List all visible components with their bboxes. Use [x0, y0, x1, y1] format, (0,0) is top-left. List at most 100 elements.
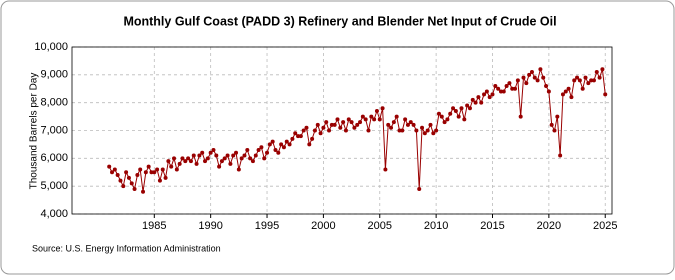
- y-axis-label: Thousand Barrels per Day: [29, 73, 40, 190]
- data-point: [524, 81, 529, 86]
- data-point: [476, 95, 481, 100]
- data-point: [301, 128, 306, 133]
- data-point: [532, 75, 537, 80]
- y-tick-label: 7,000: [40, 124, 68, 136]
- y-tick-label: 10,000: [34, 41, 68, 53]
- data-point: [504, 83, 509, 88]
- data-point: [434, 128, 439, 133]
- data-point: [327, 128, 332, 133]
- data-point: [374, 109, 379, 114]
- data-point: [343, 128, 348, 133]
- data-point: [414, 128, 419, 133]
- data-point: [205, 156, 210, 161]
- data-point: [538, 67, 543, 72]
- data-point: [315, 122, 320, 127]
- data-point: [408, 120, 413, 125]
- data-point: [253, 153, 258, 158]
- x-tick-label: 2025: [593, 220, 617, 232]
- data-point: [462, 117, 467, 122]
- data-point: [358, 120, 363, 125]
- data-point: [115, 173, 120, 178]
- data-point: [360, 114, 365, 119]
- data-point: [239, 156, 244, 161]
- data-point: [569, 95, 574, 100]
- data-point: [304, 125, 309, 130]
- data-point: [338, 125, 343, 130]
- data-point: [431, 131, 436, 136]
- data-point: [149, 170, 154, 175]
- data-point: [242, 153, 247, 158]
- data-point: [405, 122, 410, 127]
- data-point: [270, 139, 275, 144]
- data-point: [417, 186, 422, 191]
- data-point: [146, 164, 151, 169]
- data-point: [180, 156, 185, 161]
- data-point: [248, 156, 253, 161]
- data-point: [529, 70, 534, 75]
- data-point: [112, 167, 117, 172]
- x-tick-label: 1990: [198, 220, 222, 232]
- data-point: [501, 89, 506, 94]
- x-tick-label: 1985: [142, 220, 166, 232]
- data-point: [603, 92, 608, 97]
- x-tick-label: 2015: [480, 220, 504, 232]
- data-point: [110, 170, 115, 175]
- data-point: [560, 92, 565, 97]
- data-point: [312, 128, 317, 133]
- y-tick-label: 6,000: [40, 152, 68, 164]
- data-point: [118, 178, 123, 183]
- data-point: [208, 150, 213, 155]
- data-point: [214, 153, 219, 158]
- data-point: [284, 139, 289, 144]
- data-point: [439, 114, 444, 119]
- data-point: [515, 78, 520, 83]
- y-tick-label: 8,000: [40, 97, 68, 109]
- data-point: [211, 147, 216, 152]
- data-point: [219, 159, 224, 164]
- data-point: [135, 173, 140, 178]
- data-point: [290, 136, 295, 141]
- data-point: [425, 128, 430, 133]
- data-point: [572, 78, 577, 83]
- data-point: [510, 86, 515, 91]
- data-point: [459, 106, 464, 111]
- data-point: [183, 159, 188, 164]
- data-point: [124, 170, 129, 175]
- data-point: [310, 136, 315, 141]
- data-point: [465, 103, 470, 108]
- data-point: [479, 100, 484, 105]
- data-point: [403, 117, 408, 122]
- plot-border: [71, 46, 613, 215]
- data-point: [217, 164, 222, 169]
- data-point: [372, 117, 377, 122]
- data-point: [445, 117, 450, 122]
- data-point: [245, 147, 250, 152]
- data-point: [346, 117, 351, 122]
- data-point: [496, 86, 501, 91]
- data-point: [126, 175, 131, 180]
- data-point: [594, 70, 599, 75]
- data-point: [293, 131, 298, 136]
- data-point: [535, 78, 540, 83]
- data-point: [513, 86, 518, 91]
- data-point: [442, 120, 447, 125]
- data-point: [366, 128, 371, 133]
- x-tick-label: 2000: [311, 220, 335, 232]
- data-point: [575, 75, 580, 80]
- data-point: [518, 114, 523, 119]
- data-point: [411, 122, 416, 127]
- data-point: [197, 153, 202, 158]
- data-point: [262, 156, 267, 161]
- data-point: [349, 120, 354, 125]
- x-tick-label: 2005: [368, 220, 392, 232]
- source-note: Source: U.S. Energy Information Administ…: [32, 243, 221, 253]
- data-point: [163, 175, 168, 180]
- data-point: [521, 75, 526, 80]
- data-point: [544, 83, 549, 88]
- data-point: [341, 120, 346, 125]
- data-point: [355, 122, 360, 127]
- data-point: [296, 134, 301, 139]
- data-point: [236, 167, 241, 172]
- data-point: [200, 150, 205, 155]
